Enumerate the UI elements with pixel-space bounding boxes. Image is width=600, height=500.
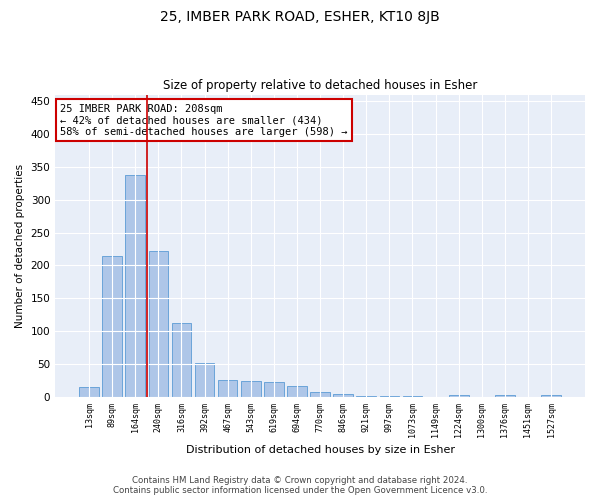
Bar xyxy=(334,394,353,397)
Bar xyxy=(125,174,145,397)
Bar xyxy=(449,395,469,397)
Bar xyxy=(264,382,284,397)
Bar xyxy=(380,396,399,397)
Bar xyxy=(403,396,422,397)
Bar xyxy=(310,392,330,397)
Bar xyxy=(172,322,191,397)
Bar xyxy=(541,396,561,397)
Text: 25 IMBER PARK ROAD: 208sqm
← 42% of detached houses are smaller (434)
58% of sem: 25 IMBER PARK ROAD: 208sqm ← 42% of deta… xyxy=(61,104,348,137)
Y-axis label: Number of detached properties: Number of detached properties xyxy=(15,164,25,328)
Bar xyxy=(495,396,515,397)
Bar xyxy=(149,251,168,397)
Bar xyxy=(356,396,376,397)
Bar xyxy=(287,386,307,397)
Bar xyxy=(218,380,238,397)
Title: Size of property relative to detached houses in Esher: Size of property relative to detached ho… xyxy=(163,79,477,92)
X-axis label: Distribution of detached houses by size in Esher: Distribution of detached houses by size … xyxy=(185,445,455,455)
Text: 25, IMBER PARK ROAD, ESHER, KT10 8JB: 25, IMBER PARK ROAD, ESHER, KT10 8JB xyxy=(160,10,440,24)
Bar xyxy=(241,381,260,397)
Bar xyxy=(79,387,99,397)
Bar xyxy=(195,364,214,397)
Bar xyxy=(103,256,122,397)
Text: Contains HM Land Registry data © Crown copyright and database right 2024.
Contai: Contains HM Land Registry data © Crown c… xyxy=(113,476,487,495)
